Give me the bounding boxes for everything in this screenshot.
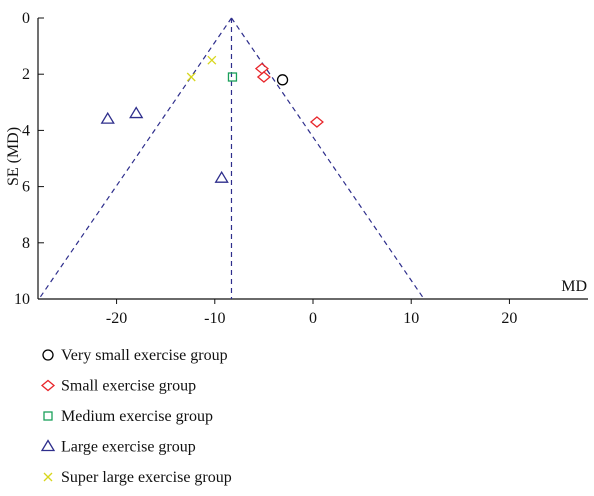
funnel-right-line [230,17,425,300]
data-point [129,106,144,119]
legend-marker [43,411,53,421]
legend-marker [40,379,56,392]
legend-marker [42,349,54,361]
x-tick-label: -20 [106,310,127,327]
funnel-left-line [38,17,232,300]
y-tick-label: 8 [22,235,30,252]
data-point [309,116,324,128]
data-point [256,71,271,83]
legend-marker [43,472,53,482]
x-tick-label: 20 [501,310,517,327]
y-tick-label: 0 [22,10,30,27]
legend: Very small exercise group Small exercise … [40,347,232,486]
data-point [254,62,269,75]
legend-label: Small exercise group [61,378,196,395]
x-tick-label: -10 [204,310,225,327]
funnel-lines [38,17,425,300]
y-tick-label: 10 [14,291,30,308]
legend-label: Very small exercise group [61,347,228,364]
y-axis-label: SE (MD) [5,127,22,186]
axes: -20 -10 0 10 20 0 2 4 6 8 10 MD SE (MD) [5,10,588,327]
data-point [276,74,289,86]
data-point [100,111,115,124]
data-point [227,72,238,82]
data-point [214,170,229,183]
legend-marker [40,439,56,452]
y-tick-label: 2 [22,66,30,83]
x-axis-label: MD [561,278,587,295]
data-points [100,55,324,183]
y-tick-label: 6 [22,179,30,196]
legend-label: Super large exercise group [61,469,232,486]
data-point [186,72,196,82]
data-point [207,55,217,65]
legend-label: Large exercise group [61,439,196,456]
legend-label: Medium exercise group [61,408,213,425]
x-tick-label: 10 [403,310,419,327]
x-tick-label: 0 [309,310,317,327]
y-tick-label: 4 [22,122,30,139]
